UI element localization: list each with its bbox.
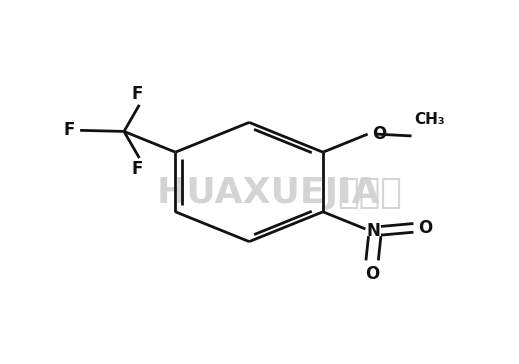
Text: F: F: [131, 85, 142, 103]
Text: O: O: [365, 265, 379, 283]
Text: CH₃: CH₃: [414, 112, 445, 127]
Text: F: F: [131, 160, 142, 178]
Text: O: O: [372, 125, 386, 143]
Text: 化学加: 化学加: [337, 176, 402, 210]
Text: F: F: [64, 121, 75, 139]
Text: N: N: [366, 222, 380, 240]
Text: O: O: [419, 219, 433, 237]
Text: HUAXUEJIA: HUAXUEJIA: [156, 176, 380, 210]
